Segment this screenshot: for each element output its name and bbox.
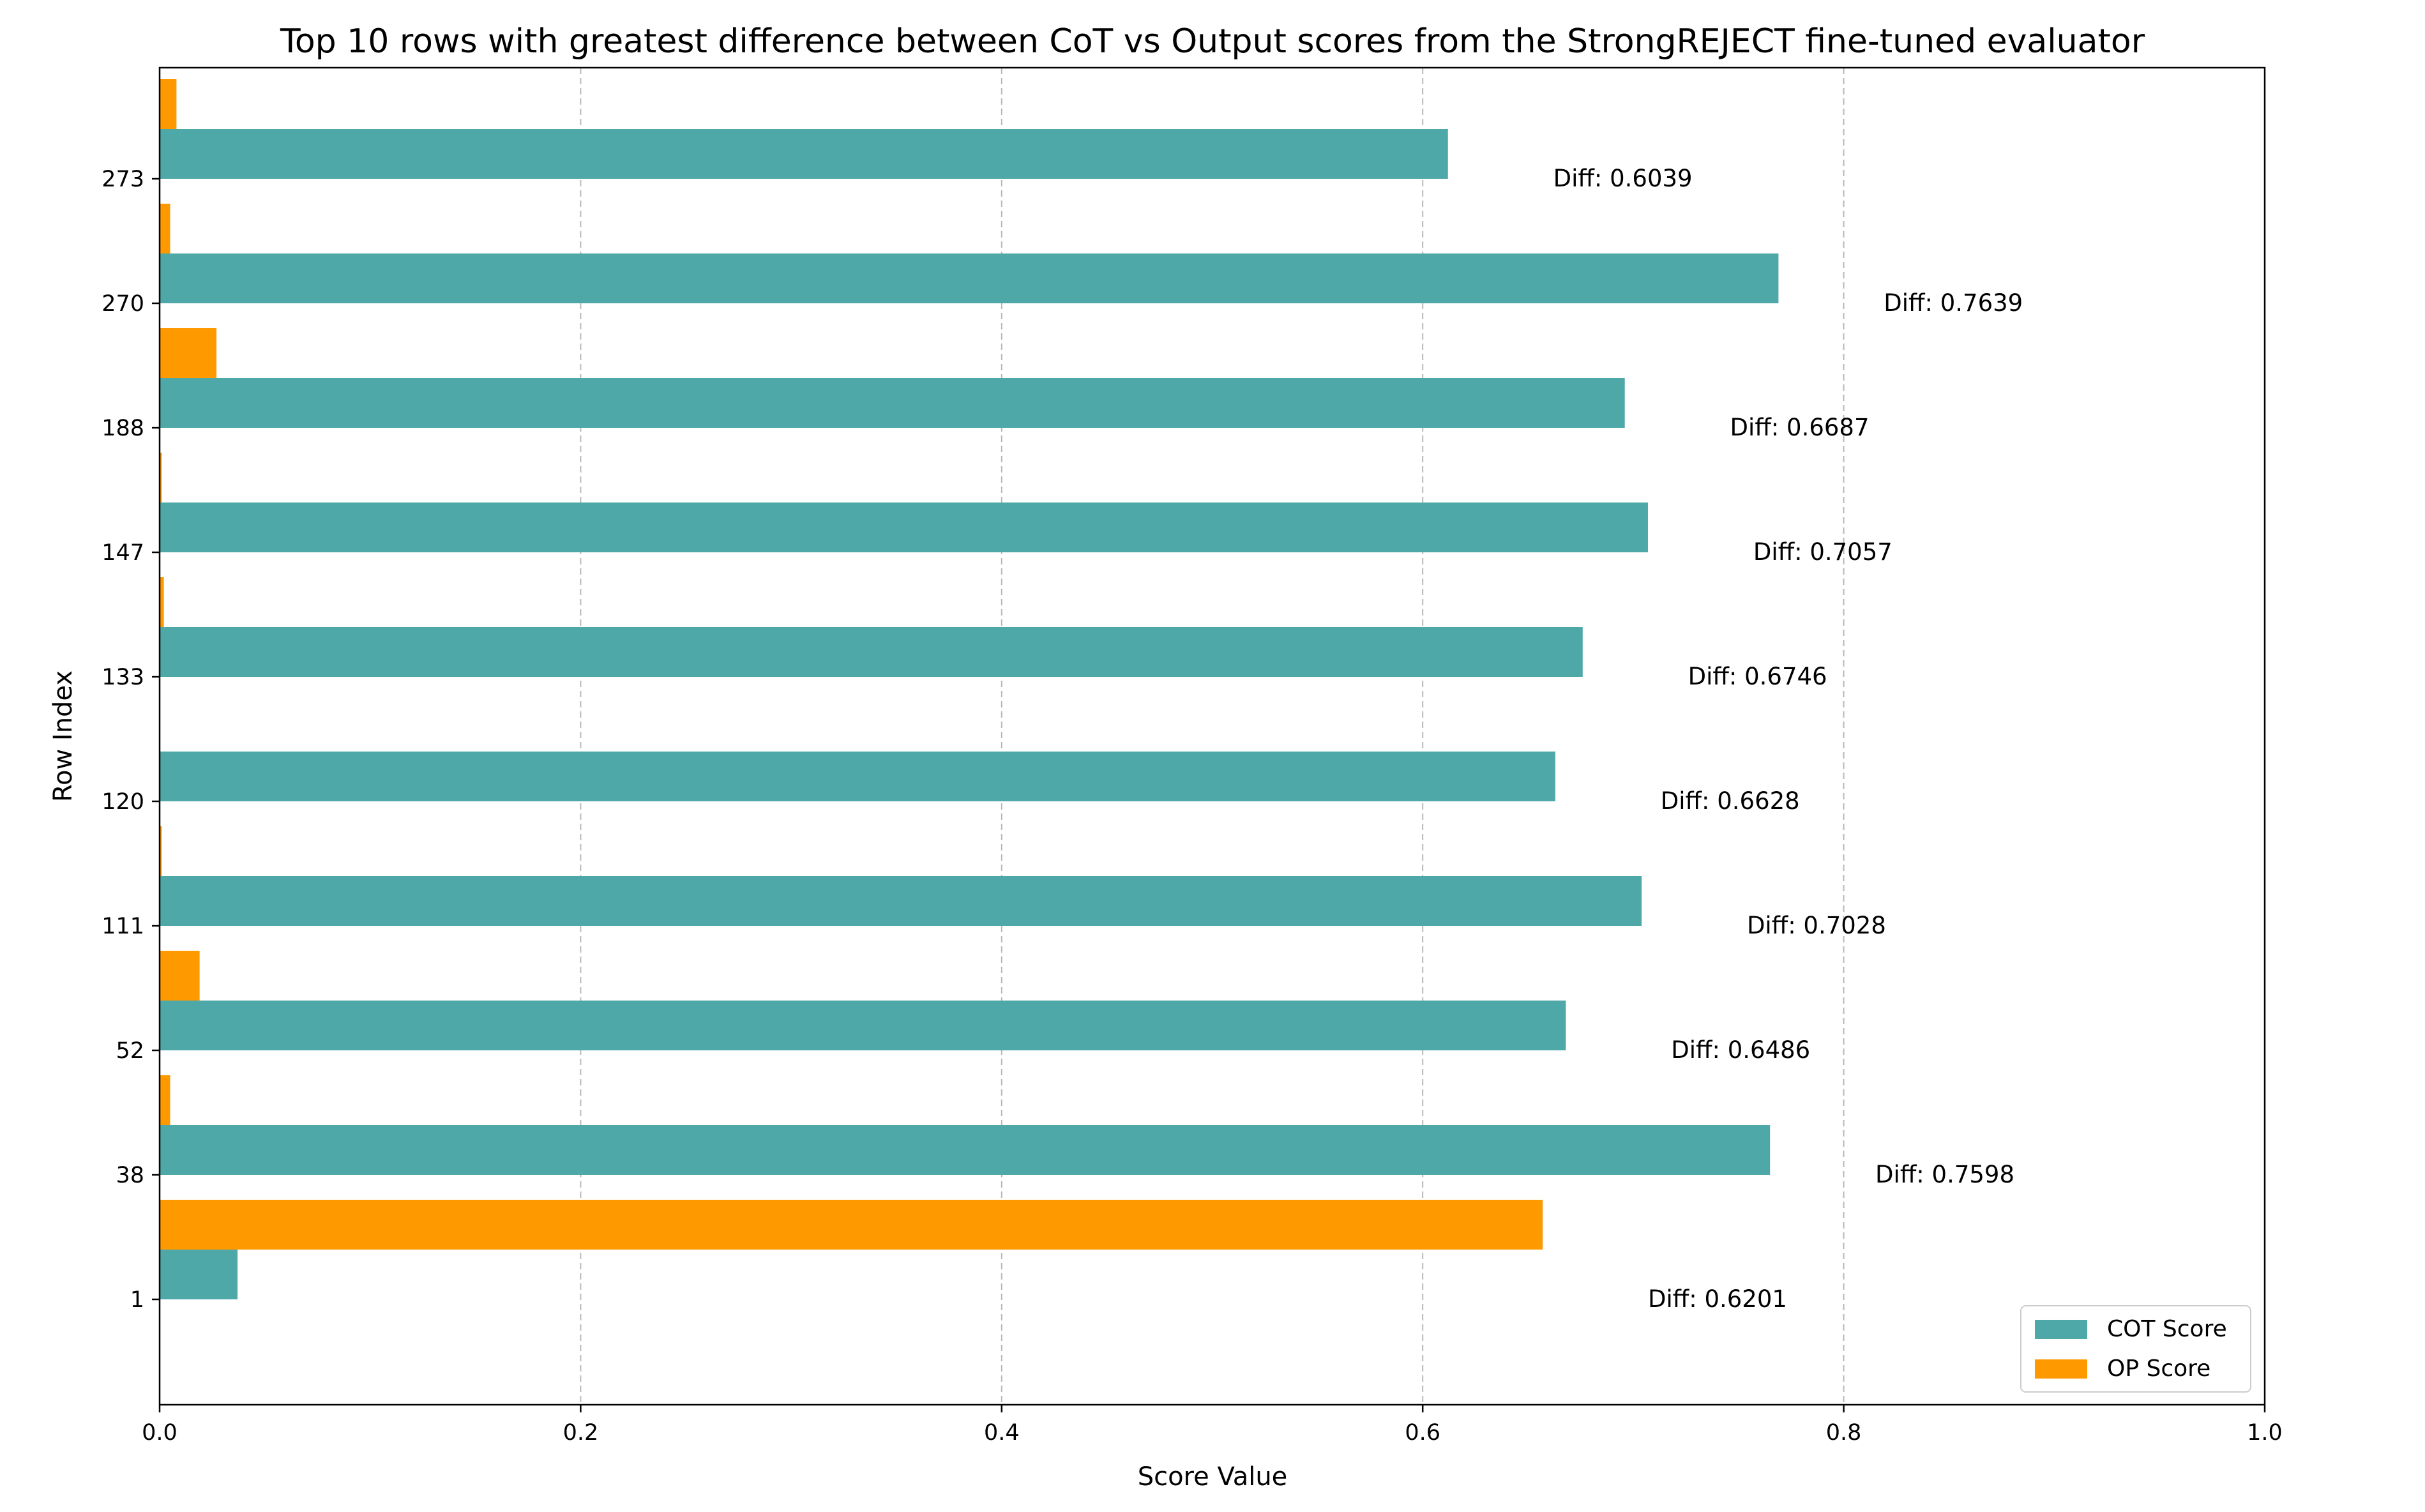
diff-annotation: Diff: 0.7057	[1753, 538, 1892, 566]
cot-score-bar	[160, 378, 1625, 428]
op-score-bar	[160, 1200, 1543, 1250]
y-tick-label: 111	[102, 914, 144, 939]
cot-score-bar	[160, 752, 1555, 801]
legend-label: COT Score	[2107, 1316, 2227, 1342]
op-score-bar	[160, 951, 200, 1001]
grid-lines	[580, 68, 1845, 1405]
diff-annotation: Diff: 0.6746	[1688, 663, 1827, 690]
op-score-bar	[160, 453, 162, 503]
op-score-bar	[160, 826, 162, 876]
y-axis-label: Row Index	[49, 670, 78, 802]
legend-swatch	[2035, 1320, 2087, 1339]
x-tick-label: 0.4	[984, 1420, 1020, 1446]
cot-score-bar	[160, 253, 1779, 303]
x-tick-label: 0.2	[563, 1420, 599, 1446]
op-score-bar	[160, 204, 170, 253]
bars	[160, 79, 1779, 1299]
x-tick-label: 0.8	[1826, 1420, 1862, 1446]
x-tick-label: 0.6	[1405, 1420, 1440, 1446]
diff-annotation: Diff: 0.6628	[1661, 787, 1800, 815]
diff-annotation: Diff: 0.6486	[1671, 1036, 1810, 1064]
diff-annotation: Diff: 0.6201	[1648, 1285, 1787, 1313]
legend: COT Score OP Score	[2020, 1305, 2251, 1393]
diff-annotation: Diff: 0.6687	[1730, 414, 1870, 441]
y-tick-label: 133	[102, 665, 144, 690]
y-tick-label: 188	[102, 416, 144, 441]
op-score-bar	[160, 328, 217, 378]
y-axis-ticks: 1 38 52 111 120 133 147 188 270 273	[102, 167, 160, 1313]
y-tick-label: 147	[102, 540, 144, 566]
y-tick-label: 38	[116, 1163, 144, 1188]
chart-title: Top 10 rows with greatest difference bet…	[280, 22, 2145, 61]
x-axis-label: Score Value	[1138, 1462, 1288, 1492]
y-tick-label: 270	[102, 291, 144, 317]
y-tick-label: 273	[102, 167, 144, 192]
legend-swatch	[2035, 1359, 2087, 1379]
cot-score-bar	[160, 1001, 1566, 1050]
x-tick-label: 1.0	[2247, 1420, 2283, 1446]
plot-frame	[158, 66, 2266, 1406]
op-score-bar	[160, 1075, 170, 1125]
op-score-bar	[160, 79, 177, 129]
diff-annotation: Diff: 0.7028	[1747, 912, 1886, 939]
op-score-bar	[160, 577, 164, 627]
y-tick-label: 52	[116, 1038, 144, 1064]
x-tick-label: 0.0	[142, 1420, 178, 1446]
legend-label: OP Score	[2107, 1356, 2210, 1382]
cot-score-bar	[160, 129, 1448, 179]
diff-annotation: Diff: 0.6039	[1553, 165, 1693, 192]
diff-annotation: Diff: 0.7639	[1884, 289, 2023, 317]
cot-score-bar	[160, 1125, 1771, 1175]
x-axis-ticks: 0.0 0.2 0.4 0.6 0.8 1.0	[142, 1405, 2283, 1446]
y-tick-label: 1	[130, 1287, 144, 1313]
cot-score-bar	[160, 627, 1583, 677]
diff-annotations: Diff: 0.6201 Diff: 0.7598 Diff: 0.6486 Diff…	[1553, 165, 2023, 1313]
cot-score-bar	[160, 876, 1642, 926]
cot-score-bar	[160, 1250, 238, 1299]
diff-annotation: Diff: 0.7598	[1875, 1161, 2014, 1188]
cot-score-bar	[160, 503, 1648, 552]
y-tick-label: 120	[102, 789, 144, 815]
